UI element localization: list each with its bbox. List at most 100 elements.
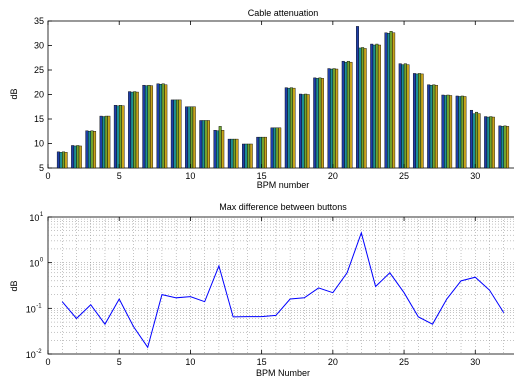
chart-title: Max difference between buttons <box>219 202 347 212</box>
bar <box>213 130 217 169</box>
bar <box>420 73 424 169</box>
bar <box>469 109 473 169</box>
bar <box>159 84 163 169</box>
bar <box>71 145 75 169</box>
y-axis-label: dB <box>9 280 19 291</box>
bar <box>372 44 376 169</box>
bar <box>320 78 324 169</box>
x-tick-label: 0 <box>45 171 50 181</box>
bar <box>133 91 137 169</box>
bar <box>104 115 108 169</box>
bar <box>76 145 80 169</box>
bar <box>144 85 148 169</box>
bar <box>412 73 416 169</box>
x-tick-label: 20 <box>328 357 338 367</box>
bar <box>389 31 393 169</box>
y-tick-label: 35 <box>34 16 44 26</box>
bar <box>327 68 331 169</box>
bar <box>256 136 260 169</box>
plot-area <box>47 216 514 355</box>
bar <box>270 127 274 169</box>
bar <box>130 91 134 169</box>
x-tick-label: 30 <box>470 171 480 181</box>
bar <box>503 125 507 169</box>
button-difference-line-chart: Max difference between buttons 0 5 10 15 20 2… <box>9 202 514 378</box>
bar <box>261 136 265 169</box>
bar <box>403 63 407 169</box>
bar <box>446 94 450 169</box>
series-line-group <box>61 231 505 349</box>
bar <box>335 68 339 169</box>
bar <box>62 151 66 169</box>
bar <box>315 78 319 169</box>
bar <box>150 85 154 169</box>
bar <box>235 138 239 169</box>
bar <box>460 95 464 169</box>
bar <box>87 131 91 169</box>
y-tick-exponent: -1 <box>36 303 42 309</box>
y-tick-label: 10 <box>34 139 44 149</box>
bar <box>249 143 253 169</box>
bar <box>78 145 82 169</box>
x-axis-label: BPM Number <box>256 368 310 378</box>
bar <box>506 126 510 169</box>
bar <box>306 94 310 169</box>
x-axis-label: BPM number <box>257 180 310 190</box>
bar <box>387 33 391 169</box>
bar <box>116 105 120 169</box>
bar <box>301 94 305 169</box>
x-tick-label: 0 <box>45 357 50 367</box>
bar <box>377 44 381 169</box>
y-tick-label: 30 <box>34 41 44 51</box>
bar <box>135 91 139 169</box>
bar <box>207 120 210 169</box>
bar <box>90 130 94 169</box>
bar <box>147 84 151 169</box>
bar <box>247 143 251 169</box>
y-tick-exponent: 1 <box>40 212 44 218</box>
grid <box>48 217 514 354</box>
bar <box>341 60 345 169</box>
bar <box>475 111 479 169</box>
bar <box>344 61 348 169</box>
x-tick-label: 10 <box>185 171 195 181</box>
bar <box>204 120 208 169</box>
y-tick-label: 10 <box>26 304 36 314</box>
bar <box>173 99 177 169</box>
bar <box>332 68 336 169</box>
y-tick-label: 20 <box>34 90 44 100</box>
bar <box>142 84 146 169</box>
bar <box>85 130 89 169</box>
y-axis-label: dB <box>9 88 19 99</box>
bar <box>273 127 277 169</box>
x-tick-label: 15 <box>257 171 267 181</box>
bar <box>190 106 194 169</box>
bar <box>384 32 388 169</box>
y-axis-ticks: 5 10 15 20 25 30 35 <box>34 16 52 173</box>
bar <box>449 95 453 169</box>
bar <box>458 96 462 169</box>
bar <box>361 47 365 169</box>
bar <box>363 48 367 169</box>
bar <box>156 83 160 169</box>
bar <box>489 116 493 169</box>
bar <box>218 126 222 169</box>
bar <box>434 84 438 169</box>
bar <box>278 127 282 169</box>
bar <box>346 60 350 169</box>
bar <box>429 84 433 169</box>
bar <box>170 99 174 169</box>
bar <box>356 26 359 169</box>
y-tick-label: 10 <box>26 350 36 360</box>
bar <box>289 87 293 169</box>
y-tick-label: 15 <box>34 114 44 124</box>
bar <box>299 93 302 169</box>
series-line <box>61 231 505 349</box>
bar <box>242 143 246 169</box>
bar <box>401 64 405 169</box>
bar <box>477 113 481 169</box>
bar <box>93 131 97 169</box>
bar <box>216 130 220 169</box>
bar <box>185 106 189 169</box>
